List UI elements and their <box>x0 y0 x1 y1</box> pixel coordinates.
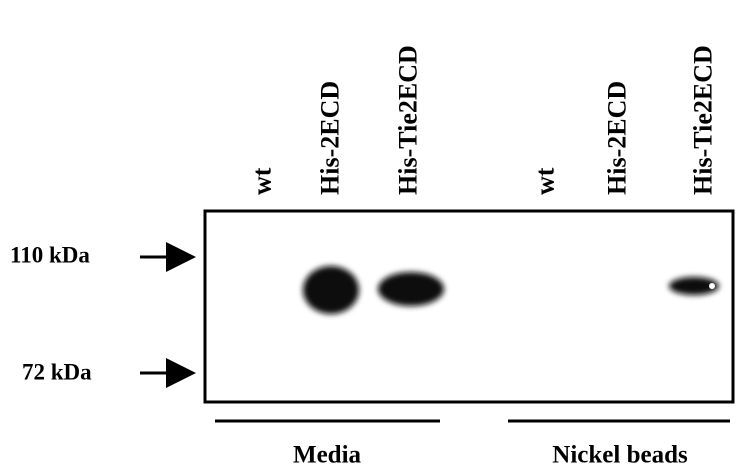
marker-label: 72 kDa <box>22 360 92 385</box>
band <box>303 266 359 314</box>
blot-frame <box>205 211 733 402</box>
band-highlight <box>709 283 715 289</box>
lane-label: His-2ECD <box>316 81 345 195</box>
lane-label: wt <box>248 167 277 195</box>
lane-label: wt <box>531 167 560 195</box>
blot-figure: 110 kDa 72 kDa Media Nickel beads wt His… <box>0 0 736 476</box>
lane-label: His-2ECD <box>603 81 632 195</box>
group-label: Nickel beads <box>552 442 688 469</box>
band <box>378 272 444 306</box>
group-label: Media <box>293 442 362 469</box>
lane-label: His-Tie2ECD <box>689 45 718 195</box>
marker-label: 110 kDa <box>10 243 90 268</box>
lane-label: His-Tie2ECD <box>394 45 423 195</box>
